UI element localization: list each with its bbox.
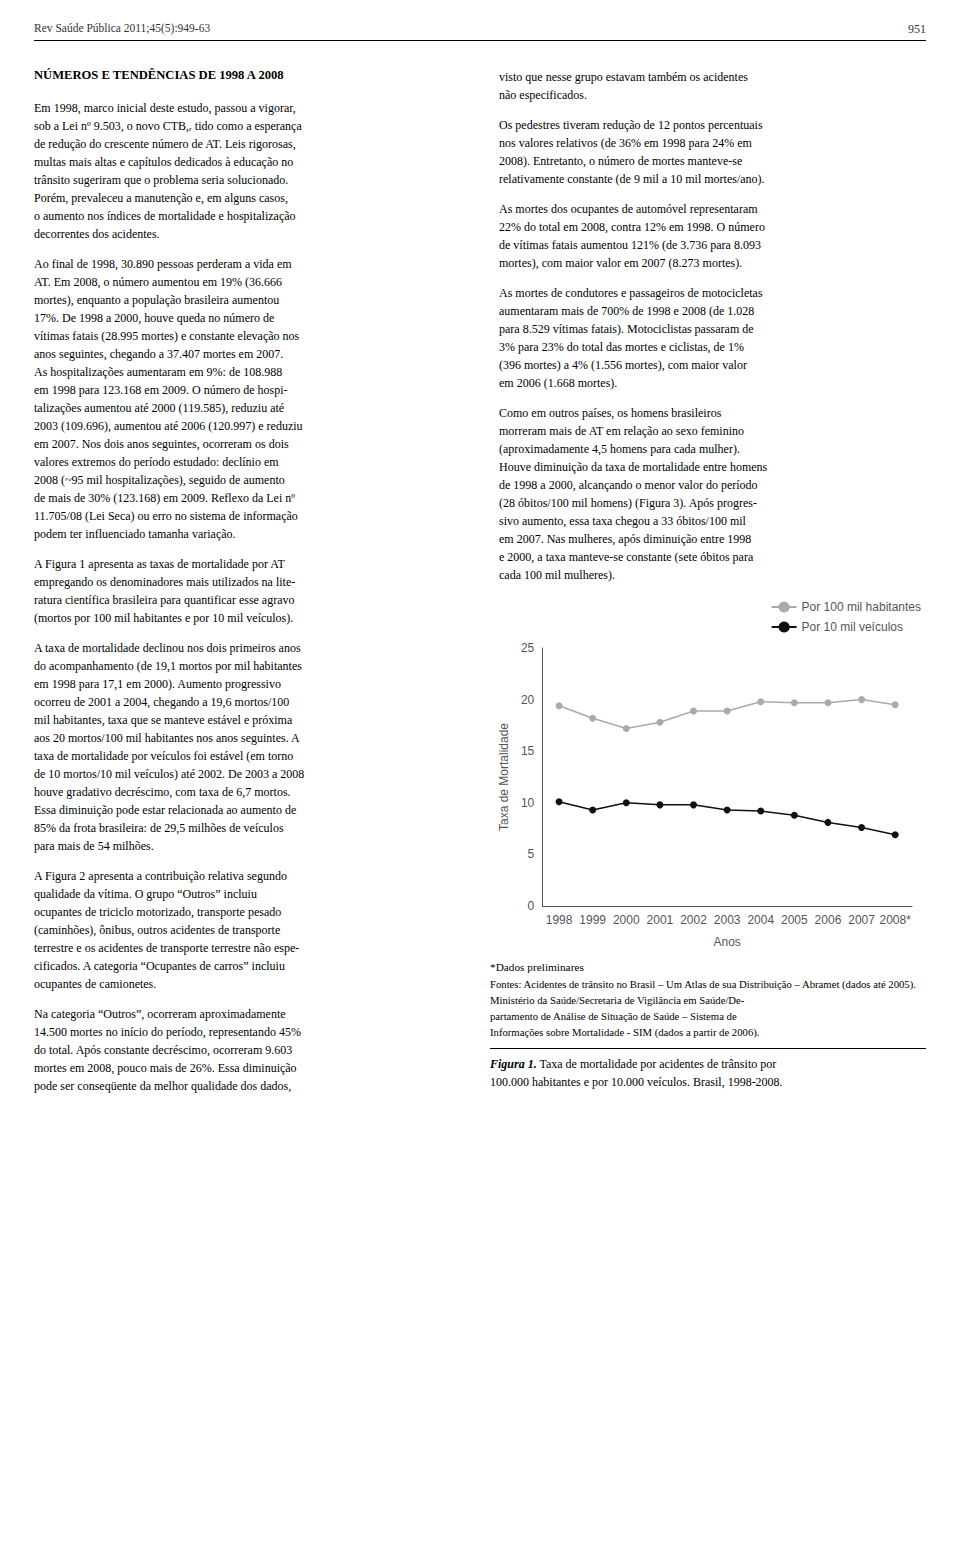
svg-text:2004: 2004	[747, 913, 774, 927]
svg-text:2007: 2007	[848, 913, 875, 927]
svg-text:2002: 2002	[680, 913, 707, 927]
svg-text:0: 0	[528, 899, 535, 913]
svg-text:25: 25	[521, 641, 535, 655]
html-text:A Figura 2 apresenta a contrib: A Figura 2 apresenta a contribuição rela…	[34, 869, 300, 991]
html-text:visto que nesse grupo estavam: visto que nesse grupo estavam também os …	[499, 70, 748, 102]
svg-text:Anos: Anos	[713, 935, 740, 949]
html-text:951: 951	[908, 22, 926, 36]
html-text:*Dados preliminares: *Dados preliminares	[490, 961, 584, 973]
html-text:As mortes dos ocupantes de aut: As mortes dos ocupantes de automóvel rep…	[499, 202, 765, 270]
html-text:Rev Saúde Pública 2011;45(5):9: Rev Saúde Pública 2011;45(5):949-63	[34, 22, 211, 34]
svg-text:Taxa de Mortalidade: Taxa de Mortalidade	[497, 723, 511, 831]
svg-text:1999: 1999	[579, 913, 606, 927]
svg-text:10: 10	[521, 796, 535, 810]
html-text:Ao final de 1998, 30.890 pesso: Ao final de 1998, 30.890 pessoas perdera…	[34, 257, 303, 541]
html-text:Em 1998, marco inicial deste e: Em 1998, marco inicial deste estudo, pas…	[34, 101, 302, 241]
svg-text:Por 100 mil habitantes: Por 100 mil habitantes	[802, 600, 921, 614]
svg-text:1998: 1998	[546, 913, 573, 927]
svg-text:2006: 2006	[815, 913, 842, 927]
svg-text:15: 15	[521, 744, 535, 758]
svg-text:2001: 2001	[647, 913, 674, 927]
html-text:Na categoria “Outros”, ocorrer: Na categoria “Outros”, ocorreram aproxim…	[34, 1007, 301, 1093]
svg-text:2008*: 2008*	[880, 913, 912, 927]
svg-text:Por 10 mil veículos: Por 10 mil veículos	[802, 620, 903, 634]
html-text:A Figura 1 apresenta as taxas: A Figura 1 apresenta as taxas de mortali…	[34, 557, 296, 625]
html-text:NÚMEROS E TENDÊNCIAS DE 1998 A: NÚMEROS E TENDÊNCIAS DE 1998 A 2008	[34, 68, 284, 82]
svg-text:2003: 2003	[714, 913, 741, 927]
svg-text:20: 20	[521, 693, 535, 707]
svg-text:2005: 2005	[781, 913, 808, 927]
html-text:A taxa de mortalidade declinou: A taxa de mortalidade declinou nos dois …	[34, 641, 305, 853]
html-text:Os pedestres tiveram redução d: Os pedestres tiveram redução de 12 ponto…	[499, 118, 765, 186]
html-text:As mortes de condutores e pass: As mortes de condutores e passageiros de…	[499, 286, 763, 390]
html-text:Como em outros países, os home: Como em outros países, os homens brasile…	[499, 406, 768, 582]
html-text:Figura 1. Taxa de mortalidade: Figura 1. Taxa de mortalidade por aciden…	[490, 1057, 783, 1089]
svg-text:5: 5	[528, 847, 535, 861]
svg-text:2000: 2000	[613, 913, 640, 927]
html-text:Fontes: Acidentes de trânsito: Fontes: Acidentes de trânsito no Brasil …	[490, 978, 916, 1038]
